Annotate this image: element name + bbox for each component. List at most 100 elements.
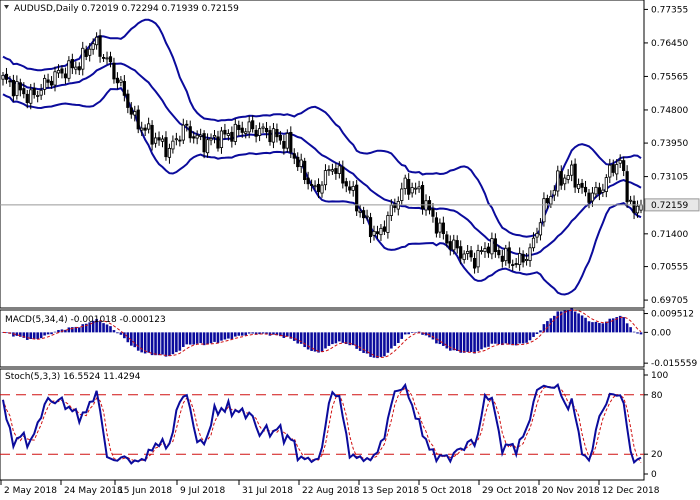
macd-bar: [140, 332, 143, 353]
macd-bar: [71, 327, 74, 333]
macd-bar: [22, 332, 26, 338]
candle-body: [56, 69, 61, 74]
candle-body: [8, 80, 12, 83]
candle-body: [386, 215, 390, 233]
candle-body: [587, 192, 591, 203]
candle-body: [535, 233, 539, 238]
candle-body: [316, 183, 321, 193]
candle-body: [472, 258, 477, 269]
candle-body: [462, 253, 466, 261]
macd-bar: [494, 332, 497, 344]
macd-bar: [95, 318, 98, 333]
macd-bar: [251, 332, 254, 334]
candle-body: [53, 71, 57, 86]
macd-bar: [566, 310, 570, 333]
candle-body: [209, 138, 213, 141]
candle-body: [129, 107, 133, 115]
macd-bar: [487, 332, 490, 347]
macd-bar: [320, 332, 324, 352]
macd-bar: [473, 332, 476, 354]
macd-bar: [403, 332, 407, 335]
candle-body: [257, 128, 262, 136]
stoch-signal-line: [2, 386, 642, 463]
macd-bar: [306, 332, 310, 350]
macd-bar: [386, 332, 390, 353]
candle-body: [580, 182, 584, 188]
macd-bar: [483, 332, 487, 348]
macd-bar: [372, 332, 376, 358]
candle-body: [507, 247, 511, 264]
candle-body: [101, 57, 106, 59]
macd-bar: [442, 332, 445, 346]
candle-body: [393, 203, 397, 208]
price-y-tick-label: 0.73950: [651, 139, 688, 149]
candle-body: [375, 231, 380, 235]
macd-bar: [573, 311, 577, 333]
macd-bar: [577, 313, 580, 333]
stoch-y-tick-label: 100: [651, 371, 668, 381]
macd-bar: [310, 332, 313, 351]
candle-body: [81, 47, 85, 70]
macd-bar: [396, 332, 400, 343]
candle-body: [112, 62, 116, 80]
candle-body: [167, 147, 172, 158]
candle-body: [247, 121, 251, 133]
candle-body: [1, 74, 5, 80]
macd-bar: [521, 332, 525, 344]
candle-body: [417, 186, 421, 190]
candle-body: [372, 230, 376, 236]
macd-bar: [195, 332, 199, 344]
candle-body: [414, 187, 418, 190]
macd-bar: [182, 332, 185, 347]
macd-bar: [185, 332, 189, 345]
macd-bar: [379, 332, 383, 357]
macd-bar: [324, 332, 327, 349]
macd-bar: [452, 332, 456, 351]
macd-bar: [25, 332, 29, 340]
candle-body: [98, 35, 102, 57]
candle-body: [590, 192, 595, 202]
macd-bar: [5, 332, 8, 334]
macd-bar: [490, 332, 494, 344]
candle-body: [282, 141, 286, 149]
macd-bar: [608, 318, 612, 333]
candle-body: [136, 109, 140, 130]
macd-bar: [216, 332, 220, 343]
candle-body: [237, 124, 241, 130]
candle-body: [344, 181, 348, 187]
macd-bar: [74, 326, 78, 333]
candle-body: [32, 87, 36, 96]
macd-bar: [365, 332, 369, 354]
macd-bar: [504, 332, 508, 344]
candle-body: [635, 205, 640, 214]
candle-body: [504, 247, 508, 262]
macd-bar: [421, 332, 424, 335]
macd-bar: [618, 315, 622, 333]
macd-bar: [611, 318, 615, 333]
price-panel: 0.77355 0.76450 0.75565 0.74800 0.73950 0.731…: [0, 0, 700, 309]
candle-body: [105, 57, 109, 60]
candle-body: [306, 177, 310, 185]
candle-body: [153, 137, 158, 144]
candle-body: [271, 128, 276, 143]
candle-body: [389, 204, 393, 216]
candle-body: [379, 227, 383, 236]
macd-bar: [476, 332, 480, 352]
candle-body: [233, 123, 237, 142]
macd-bar: [192, 332, 196, 345]
macd-bar: [584, 317, 587, 333]
candle-body: [11, 79, 16, 97]
candle-body: [275, 129, 279, 138]
candle-body: [18, 82, 22, 91]
candle-body: [611, 164, 615, 173]
candle-body: [49, 80, 54, 86]
macd-bar: [331, 332, 334, 345]
macd-bar: [559, 311, 563, 333]
macd-bar: [435, 332, 438, 344]
candle-body: [597, 187, 601, 195]
candle-body: [88, 48, 92, 56]
price-y-tick-label: 0.74800: [651, 106, 688, 116]
macd-bar: [279, 332, 282, 337]
candle-body: [244, 131, 248, 134]
